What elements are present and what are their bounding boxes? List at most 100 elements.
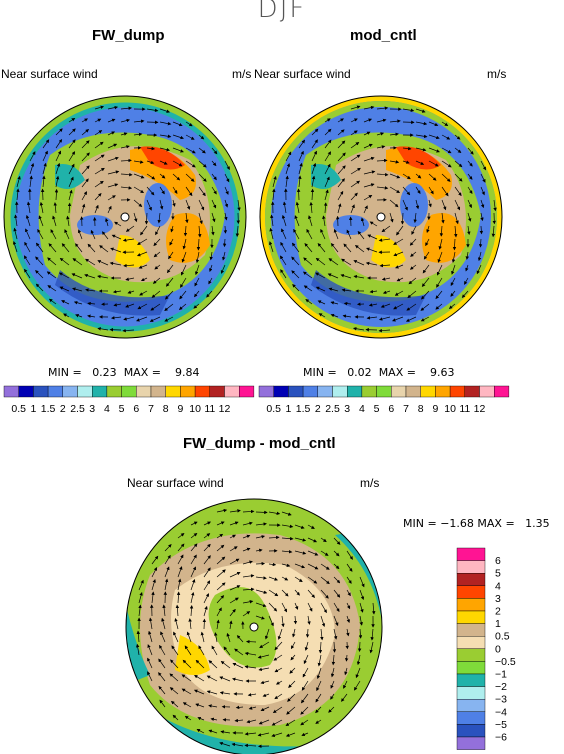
- wind-arrow: [322, 215, 326, 227]
- colorbar-diff-tick-label: 5: [495, 568, 501, 580]
- wind-arrow: [480, 160, 486, 171]
- colorbar-diff-tick-label: 6: [495, 555, 501, 567]
- wind-arrow: [317, 300, 326, 305]
- wind-arrow: [196, 238, 201, 251]
- wind-arrow: [190, 554, 197, 565]
- wind-arrow: [337, 140, 346, 149]
- wind-arrow: [480, 199, 485, 209]
- wind-arrow: [330, 667, 335, 678]
- wind-arrow: [198, 212, 203, 225]
- panel1-min: 0.23: [92, 366, 117, 379]
- wind-arrow: [381, 225, 391, 233]
- wind-arrow: [428, 121, 439, 127]
- wind-arrow: [389, 132, 399, 136]
- wind-arrow: [176, 591, 181, 604]
- wind-arrow: [146, 108, 159, 113]
- wind-arrow: [268, 511, 281, 516]
- wind-arrow: [179, 290, 187, 300]
- wind-arrow: [333, 563, 340, 570]
- panel2-min-label: MIN =: [303, 366, 337, 379]
- colorbar-diff-swatch: [456, 711, 486, 725]
- colorbar-fw-dump-tick-label: 12: [219, 403, 231, 415]
- wind-arrow: [441, 121, 449, 126]
- wind-arrow: [183, 225, 188, 237]
- wind-arrow: [136, 630, 141, 643]
- colorbar-fw-dump-tick-label: 1: [30, 403, 36, 415]
- wind-arrow: [242, 574, 255, 578]
- wind-arrow: [94, 141, 104, 149]
- wind-arrow: [55, 128, 63, 136]
- wind-arrow: [138, 579, 144, 591]
- wind-arrow: [376, 106, 389, 110]
- wind-arrow: [159, 199, 164, 210]
- wind-arrow: [177, 566, 183, 578]
- wind-arrow: [350, 130, 358, 136]
- wind-arrow: [94, 130, 103, 136]
- wind-arrow: [341, 288, 352, 292]
- wind-arrow: [211, 160, 217, 167]
- wind-arrow: [341, 693, 348, 702]
- wind-arrow: [300, 719, 309, 726]
- wind-arrow: [190, 543, 198, 552]
- wind-arrow: [428, 134, 440, 140]
- wind-arrow: [59, 257, 70, 266]
- wind-arrow: [441, 134, 451, 140]
- wind-arrow: [402, 160, 410, 164]
- wind-arrow: [229, 534, 236, 539]
- colorbar-fw-dump-swatch: [62, 385, 78, 398]
- wind-arrow: [42, 162, 47, 175]
- wind-arrow: [346, 589, 351, 597]
- wind-arrow: [301, 732, 309, 737]
- wind-arrow: [290, 654, 296, 661]
- wind-arrow: [363, 131, 371, 136]
- colorbar-fw-dump-swatch: [33, 385, 49, 398]
- wind-arrow: [258, 719, 270, 725]
- wind-arrow: [195, 703, 205, 708]
- wind-arrow: [123, 263, 135, 268]
- wind-arrow: [415, 147, 427, 152]
- wind-arrow: [409, 238, 417, 246]
- wind-arrow: [307, 563, 319, 570]
- wind-arrow: [396, 277, 404, 282]
- wind-arrow: [146, 186, 155, 196]
- wind-arrow: [229, 608, 236, 617]
- wind-arrow: [306, 228, 313, 240]
- wind-arrow: [172, 186, 178, 194]
- wind-arrow: [281, 536, 294, 541]
- wind-arrow: [353, 260, 365, 266]
- wind-arrow: [294, 550, 307, 555]
- wind-arrow: [67, 202, 72, 214]
- wind-arrow: [333, 602, 340, 613]
- wind-arrow: [389, 212, 394, 223]
- panel2-min: 0.02: [347, 366, 372, 379]
- wind-arrow: [268, 602, 278, 612]
- wind-arrow: [190, 591, 195, 604]
- colorbar-mod-cntl-tick-label: 7: [403, 403, 409, 415]
- wind-arrow: [185, 160, 196, 168]
- wind-arrow: [172, 147, 184, 153]
- wind-arrow: [150, 303, 161, 311]
- wind-arrow: [198, 173, 207, 182]
- wind-arrow: [139, 290, 148, 296]
- wind-arrow: [448, 303, 456, 310]
- wind-arrow: [138, 591, 143, 604]
- wind-arrow: [255, 602, 267, 608]
- wind-arrow: [232, 662, 244, 669]
- wind-arrow: [47, 257, 57, 266]
- wind-arrow: [307, 524, 315, 529]
- wind-arrow: [272, 175, 277, 188]
- colorbar-mod-cntl-swatch: [494, 385, 510, 398]
- wind-arrow: [406, 303, 417, 311]
- wind-arrow: [402, 173, 411, 180]
- colorbar-diff-swatch: [456, 736, 486, 750]
- wind-arrow: [382, 290, 391, 294]
- wind-arrow: [186, 631, 192, 643]
- wind-arrow: [421, 277, 430, 287]
- wind-arrow: [439, 225, 444, 237]
- wind-arrow: [133, 173, 145, 179]
- wind-arrow: [315, 286, 326, 292]
- wind-arrow: [195, 251, 200, 264]
- wind-arrow: [168, 251, 174, 260]
- colorbar-fw-dump-tick-label: 7: [148, 403, 154, 415]
- colorbar-diff-tick-label: −2: [495, 681, 507, 693]
